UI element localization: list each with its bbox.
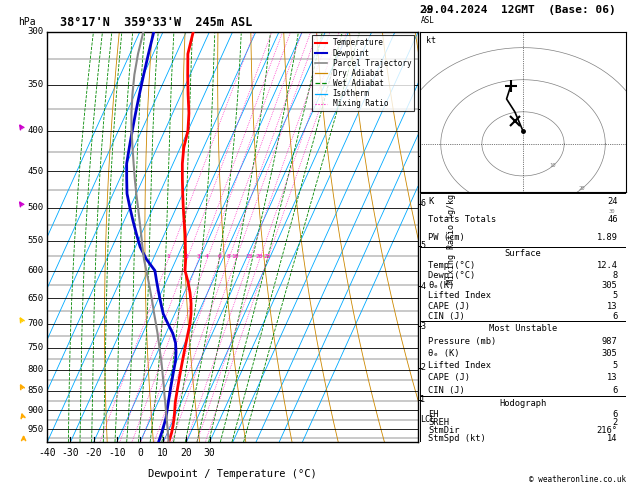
Text: 29.04.2024  12GMT  (Base: 06): 29.04.2024 12GMT (Base: 06)	[420, 5, 616, 15]
Text: StmDir: StmDir	[428, 426, 460, 435]
Text: 0: 0	[137, 449, 143, 458]
Text: 8: 8	[420, 104, 425, 113]
Text: 3: 3	[196, 254, 200, 259]
Text: 10: 10	[157, 449, 169, 458]
Text: 8: 8	[613, 271, 618, 280]
Text: -20: -20	[85, 449, 103, 458]
Text: -30: -30	[62, 449, 79, 458]
Text: 5: 5	[420, 241, 425, 250]
Text: km
ASL: km ASL	[421, 6, 435, 25]
Text: 2: 2	[420, 363, 425, 372]
Text: 14: 14	[607, 434, 618, 443]
Text: 600: 600	[27, 266, 43, 275]
Text: Dewpoint / Temperature (°C): Dewpoint / Temperature (°C)	[148, 469, 317, 479]
Text: 2: 2	[185, 254, 188, 259]
Text: 3: 3	[420, 322, 425, 331]
Text: 5: 5	[613, 361, 618, 370]
Text: 1: 1	[420, 396, 425, 404]
Text: 20: 20	[255, 254, 263, 259]
Text: Dewp (°C): Dewp (°C)	[428, 271, 476, 280]
Text: Lifted Index: Lifted Index	[428, 361, 491, 370]
Text: 6: 6	[613, 385, 618, 395]
Text: 305: 305	[602, 349, 618, 358]
Text: 13: 13	[607, 373, 618, 382]
Text: 24: 24	[607, 197, 618, 207]
Bar	[420, 396, 626, 442]
Text: -40: -40	[38, 449, 56, 458]
Text: Temp (°C): Temp (°C)	[428, 261, 476, 270]
Text: 900: 900	[27, 406, 43, 415]
Text: SREH: SREH	[428, 418, 449, 427]
Text: 20: 20	[181, 449, 192, 458]
Text: CAPE (J): CAPE (J)	[428, 373, 470, 382]
Text: 2: 2	[613, 418, 618, 427]
Bar	[420, 193, 626, 246]
Legend: Temperature, Dewpoint, Parcel Trajectory, Dry Adiabat, Wet Adiabat, Isotherm, Mi: Temperature, Dewpoint, Parcel Trajectory…	[312, 35, 415, 111]
Text: 650: 650	[27, 294, 43, 303]
Text: 6: 6	[613, 312, 618, 321]
Text: CIN (J): CIN (J)	[428, 385, 465, 395]
Text: 500: 500	[27, 203, 43, 212]
Text: StmSpd (kt): StmSpd (kt)	[428, 434, 486, 443]
Text: 750: 750	[27, 343, 43, 352]
Text: K: K	[428, 197, 433, 207]
Text: 6: 6	[420, 199, 425, 208]
Text: 1: 1	[166, 254, 170, 259]
Text: 800: 800	[27, 365, 43, 374]
Text: © weatheronline.co.uk: © weatheronline.co.uk	[529, 474, 626, 484]
Text: CIN (J): CIN (J)	[428, 312, 465, 321]
Text: θₑ(K): θₑ(K)	[428, 281, 455, 290]
Text: 700: 700	[27, 319, 43, 328]
Text: 400: 400	[27, 126, 43, 135]
Text: 7: 7	[420, 151, 425, 160]
Text: Lifted Index: Lifted Index	[428, 292, 491, 300]
Text: 15: 15	[245, 254, 253, 259]
Text: 13: 13	[607, 302, 618, 311]
Text: 12.4: 12.4	[597, 261, 618, 270]
Text: 987: 987	[602, 337, 618, 346]
Text: 550: 550	[27, 236, 43, 245]
Text: EH: EH	[428, 411, 439, 419]
Text: 850: 850	[27, 386, 43, 395]
Text: Mixing Ratio (g/kg): Mixing Ratio (g/kg)	[447, 190, 456, 284]
Text: -10: -10	[108, 449, 126, 458]
Text: 10: 10	[549, 163, 556, 168]
Text: Most Unstable: Most Unstable	[489, 324, 557, 333]
Text: 4: 4	[420, 282, 425, 291]
Bar	[420, 321, 626, 396]
Text: 950: 950	[27, 425, 43, 434]
Text: 6: 6	[217, 254, 221, 259]
Text: hPa: hPa	[18, 17, 36, 27]
Text: 6: 6	[613, 411, 618, 419]
Text: 4: 4	[204, 254, 208, 259]
Text: 30: 30	[609, 209, 615, 214]
Text: 216°: 216°	[597, 426, 618, 435]
Text: 450: 450	[27, 167, 43, 176]
Text: Hodograph: Hodograph	[499, 399, 547, 408]
Text: kt: kt	[426, 36, 437, 45]
Text: 20: 20	[579, 186, 586, 191]
Text: CAPE (J): CAPE (J)	[428, 302, 470, 311]
Text: Surface: Surface	[504, 249, 542, 258]
Text: PW (cm): PW (cm)	[428, 233, 465, 242]
Text: LCL: LCL	[420, 416, 435, 424]
Text: 25: 25	[264, 254, 270, 259]
Text: 38°17'N  359°33'W  245m ASL: 38°17'N 359°33'W 245m ASL	[60, 16, 252, 29]
Text: 1.89: 1.89	[597, 233, 618, 242]
Text: Pressure (mb): Pressure (mb)	[428, 337, 497, 346]
Text: θₑ (K): θₑ (K)	[428, 349, 460, 358]
Text: 8: 8	[226, 254, 230, 259]
Text: 10: 10	[231, 254, 239, 259]
Text: 30: 30	[204, 449, 215, 458]
Text: 300: 300	[27, 27, 43, 36]
Text: Totals Totals: Totals Totals	[428, 215, 497, 224]
Text: 305: 305	[602, 281, 618, 290]
Bar	[420, 246, 626, 321]
Text: 5: 5	[613, 292, 618, 300]
Text: 46: 46	[607, 215, 618, 224]
Text: 350: 350	[27, 80, 43, 89]
